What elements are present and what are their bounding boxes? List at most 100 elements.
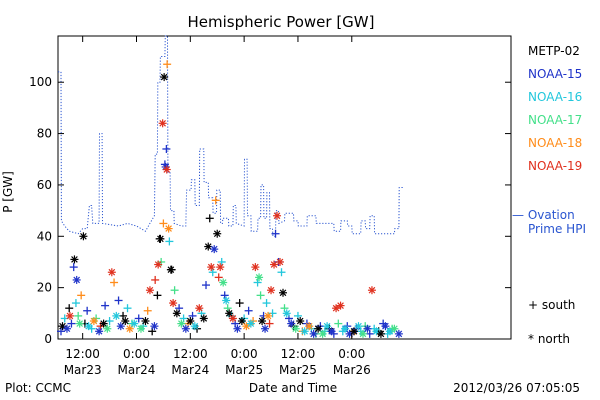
south-point xyxy=(205,214,214,223)
north-point-d2 xyxy=(204,243,212,250)
north-point-d2 xyxy=(142,317,149,325)
north-point-d2 xyxy=(255,274,263,281)
north-point-d2 xyxy=(163,166,171,173)
south-point xyxy=(214,273,223,282)
x-axis-label: Date and Time xyxy=(249,381,337,395)
south-point xyxy=(159,219,168,228)
north-point xyxy=(291,324,300,333)
north-point-d2 xyxy=(305,322,313,330)
north-point-d2 xyxy=(270,261,278,268)
north-point xyxy=(107,268,116,277)
x-tick-label-date: Mar24 xyxy=(118,363,156,377)
north-point xyxy=(207,263,216,272)
north-point-d2 xyxy=(377,330,385,338)
north-point xyxy=(172,309,181,318)
south-point xyxy=(110,278,119,287)
x-tick-label-date: Mar24 xyxy=(171,363,209,377)
legend-ovation-line1: — Ovation xyxy=(512,208,575,222)
north-point-d2 xyxy=(186,317,194,325)
y-tick-label: 80 xyxy=(37,127,52,141)
north-point-d2 xyxy=(364,325,371,333)
north-point-d2 xyxy=(355,322,362,330)
north-point xyxy=(251,263,260,272)
points-layer xyxy=(56,60,403,338)
north-point xyxy=(95,327,104,336)
y-tick-label: 20 xyxy=(37,281,52,295)
south-point xyxy=(74,311,83,320)
north-point-d2 xyxy=(191,322,199,330)
north-point xyxy=(216,263,225,272)
north-point-d2 xyxy=(279,289,287,297)
north-point-d2 xyxy=(346,330,353,338)
south-point xyxy=(67,319,76,328)
north-point xyxy=(99,319,108,328)
north-point-d2 xyxy=(328,327,335,335)
north-point xyxy=(72,275,81,284)
legend-layer: METP-02 NOAA-15 NOAA-16 NOAA-17 NOAA-18 NOAA-… xyxy=(512,44,586,346)
north-point-d2 xyxy=(296,317,304,325)
north-point xyxy=(141,317,150,326)
footer-timestamp: 2012/03/26 07:05:05 xyxy=(453,381,580,395)
north-point xyxy=(62,324,71,333)
north-point-d2 xyxy=(207,263,215,271)
ovation-line xyxy=(58,35,404,237)
north-point xyxy=(65,311,74,320)
north-point-d2 xyxy=(287,320,295,327)
north-point-d2 xyxy=(264,312,272,320)
north-point-d2 xyxy=(151,322,158,330)
north-point xyxy=(84,322,93,331)
south-point xyxy=(143,306,152,315)
north-point-d2 xyxy=(59,322,66,330)
south-point xyxy=(101,301,110,310)
north-point-d2 xyxy=(219,279,227,286)
north-point-d2 xyxy=(169,299,177,307)
south-point xyxy=(202,281,211,290)
x-tick-label-date: Mar25 xyxy=(225,363,263,377)
north-point-d2 xyxy=(121,317,129,325)
north-point-d2 xyxy=(332,304,340,312)
south-point xyxy=(170,286,179,295)
north-point-d2 xyxy=(165,225,172,232)
north-point-d2 xyxy=(258,317,266,325)
north-point xyxy=(162,165,171,174)
north-point xyxy=(305,322,314,331)
north-point-d2 xyxy=(95,327,103,335)
north-point xyxy=(341,324,350,333)
south-point xyxy=(256,291,265,300)
north-point-d2 xyxy=(341,325,349,333)
south-point xyxy=(153,291,162,300)
north-point xyxy=(279,288,288,297)
south-point xyxy=(223,304,232,313)
north-point xyxy=(199,314,208,323)
legend-ovation-line2: Prime HPI xyxy=(528,222,586,236)
south-point xyxy=(208,268,217,277)
north-point-d2 xyxy=(395,330,403,338)
north-point-d2 xyxy=(273,212,281,220)
north-point xyxy=(169,299,178,308)
south-point xyxy=(334,319,343,328)
north-point xyxy=(225,309,234,318)
north-point xyxy=(164,224,173,233)
north-point xyxy=(267,286,276,295)
footer-credit: Plot: CCMC xyxy=(5,381,71,395)
x-tick-label-time: 0:00 xyxy=(123,347,150,361)
north-point-d2 xyxy=(243,322,250,330)
south-point xyxy=(162,144,171,153)
north-point-d2 xyxy=(104,325,111,333)
north-point-d2 xyxy=(146,286,154,294)
north-point-d2 xyxy=(213,230,221,238)
north-point-d2 xyxy=(391,325,398,333)
north-point xyxy=(79,232,88,241)
north-point xyxy=(150,322,159,331)
north-point-d2 xyxy=(73,276,81,284)
north-point-d2 xyxy=(137,325,145,333)
north-point-d2 xyxy=(261,325,269,333)
south-point xyxy=(134,314,143,323)
legend-series-name: NOAA-17 xyxy=(528,113,582,127)
north-point-d2 xyxy=(178,320,185,327)
north-point-d2 xyxy=(222,297,230,304)
north-point xyxy=(228,314,237,323)
north-point-d2 xyxy=(267,286,275,294)
north-point xyxy=(261,324,270,333)
x-tick-label-time: 12:00 xyxy=(281,347,316,361)
